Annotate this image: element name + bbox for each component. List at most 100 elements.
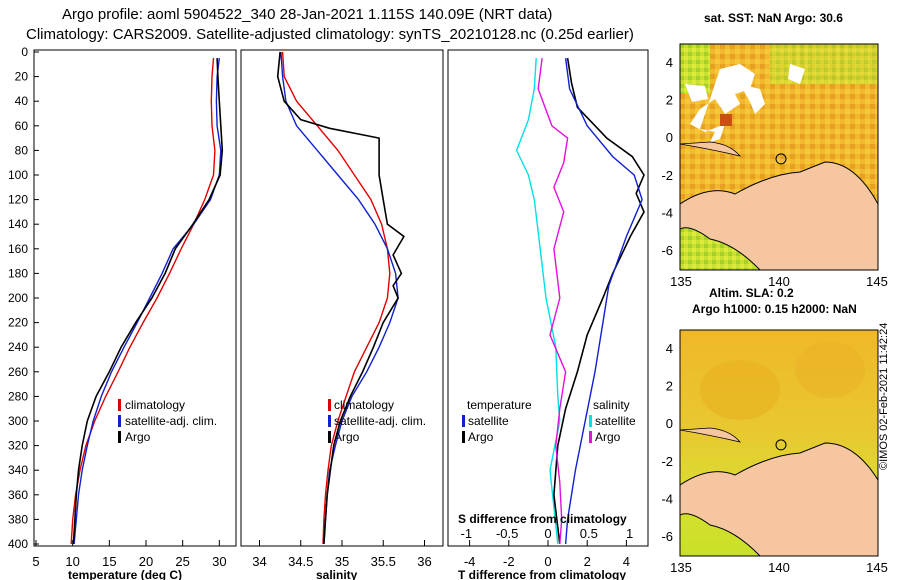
legend-swatch-satellite-adj	[328, 415, 331, 427]
temperature-x-axis-label: temperature (deg C)	[68, 568, 182, 580]
depth-tick-label: 120	[8, 193, 28, 207]
temperature-plot-frame	[33, 49, 237, 547]
sla-map-canvas	[680, 330, 878, 556]
difference-plot-frame	[447, 49, 649, 547]
depth-tick-label: 220	[8, 316, 28, 330]
difference-series	[515, 57, 645, 545]
depth-tick-label: 380	[8, 512, 28, 526]
sst-map-canvas	[680, 44, 878, 270]
legend-heading-salinity: salinity	[593, 398, 630, 412]
s-tick-label: -0.5	[496, 526, 518, 541]
x-tick-label: 5	[32, 554, 39, 569]
longitude-tick-label: 145	[866, 274, 888, 289]
legend-label-t-satellite: satellite	[468, 414, 509, 428]
longitude-tick-label: 135	[670, 274, 692, 289]
depth-tick-label: 240	[8, 340, 28, 354]
temperature-legend: climatology satellite-adj. clim. Argo	[118, 398, 217, 444]
series-line-t-satellite	[515, 58, 561, 545]
depth-tick-label: 180	[8, 266, 28, 280]
series-line-argo	[72, 58, 224, 545]
x-tick-label: 10	[65, 554, 79, 569]
depth-tick-label: 20	[15, 70, 29, 84]
latitude-tick-label: 2	[666, 379, 673, 394]
longitude-tick-label: 135	[670, 560, 692, 575]
sst-warm-cell	[720, 114, 732, 126]
legend-swatch-t-satellite	[462, 415, 465, 427]
temperature-panel: 0 20 40 60 80 100 120 140 160 180 200 220 240 260 280 3…	[8, 45, 237, 580]
latitude-tick-label: 4	[666, 55, 673, 70]
legend-label-climatology: climatology	[125, 398, 185, 412]
new-guinea-land	[680, 442, 878, 556]
depth-tick-label: 0	[21, 45, 28, 59]
legend-label-t-argo: Argo	[468, 430, 494, 444]
legend-heading-temperature: temperature	[467, 398, 532, 412]
depth-tick-label: 320	[8, 439, 28, 453]
salinity-series	[276, 51, 405, 545]
salinity-x-tick-labels: 34 34.5 35 35.5 36	[252, 540, 432, 569]
salinity-panel: 34 34.5 35 35.5 36 salinity climatology sate…	[240, 49, 444, 580]
series-line-climatology	[70, 58, 216, 545]
longitude-tick-label: 140	[768, 274, 790, 289]
t-difference-x-axis-label: T difference from climatology	[458, 568, 626, 580]
x-tick-label: 0	[544, 554, 551, 569]
x-tick-label: 36	[417, 554, 431, 569]
series-line-t-argo	[553, 57, 645, 545]
s-tick-label: 0	[544, 526, 551, 541]
sla-map-tick-labels: 135 140 145 4 2 0 -2 -4 -6	[661, 341, 887, 575]
salinity-legend: climatology satellite-adj. clim. Argo	[328, 398, 426, 444]
legend-label-s-satellite: satellite	[595, 414, 636, 428]
latitude-tick-label: -2	[661, 454, 673, 469]
legend-label-argo: Argo	[334, 430, 360, 444]
x-tick-label: 30	[212, 554, 226, 569]
island-land	[680, 141, 742, 157]
legend-swatch-climatology	[118, 399, 121, 411]
depth-tick-label: 100	[8, 168, 28, 182]
latitude-tick-label: -4	[661, 206, 673, 221]
header-title-line1: Argo profile: aoml 5904522_340 28-Jan-20…	[62, 6, 553, 23]
sst-nodata-region	[685, 84, 708, 102]
legend-label-climatology: climatology	[334, 398, 394, 412]
depth-tick-label: 160	[8, 242, 28, 256]
sst-map: sat. SST: NaN Argo: 30.6 135 140 145 4 2 0 -2 -…	[661, 11, 887, 289]
temperature-series	[70, 58, 224, 545]
sst-nodata-region	[690, 64, 755, 142]
depth-tick-labels: 0 20 40 60 80 100 120 140 160 180 200 220 240 260 280 3…	[8, 45, 39, 551]
longitude-tick-label: 140	[768, 560, 790, 575]
longitude-tick-label: 145	[866, 560, 888, 575]
sst-map-tick-labels: 135 140 145 4 2 0 -2 -4 -6	[661, 55, 887, 289]
x-tick-label: -4	[464, 554, 476, 569]
difference-legend: temperature satellite Argo salinity sate…	[462, 398, 636, 444]
s-tick-label: 0.5	[580, 526, 598, 541]
legend-swatch-argo	[118, 431, 121, 443]
salinity-plot-frame	[240, 49, 444, 547]
x-tick-label: -2	[503, 554, 515, 569]
s-difference-tick-labels: -1 -0.5 0 0.5 1	[461, 526, 634, 541]
latitude-tick-label: 0	[666, 130, 673, 145]
sla-map: Altim. SLA: 0.2 Argo h1000: 0.15 h2000: …	[661, 286, 887, 575]
depth-tick-label: 200	[8, 291, 28, 305]
depth-tick-label: 80	[15, 143, 29, 157]
sla-map-title-line1: Altim. SLA: 0.2	[709, 286, 794, 300]
depth-tick-label: 60	[15, 119, 29, 133]
argo-float-marker	[775, 153, 787, 165]
latitude-tick-label: -2	[661, 168, 673, 183]
new-guinea-land	[680, 161, 878, 270]
sst-cool-patch	[770, 44, 878, 84]
latitude-tick-label: -4	[661, 492, 673, 507]
x-tick-label: 4	[623, 554, 630, 569]
salinity-x-axis-label: salinity	[316, 568, 358, 580]
s-tick-label: 1	[626, 526, 633, 541]
legend-swatch-argo	[328, 431, 331, 443]
depth-tick-label: 340	[8, 463, 28, 477]
x-tick-label: 35	[335, 554, 349, 569]
sla-map-frame	[679, 329, 879, 557]
legend-label-s-argo: Argo	[595, 430, 621, 444]
x-tick-label: 25	[175, 554, 189, 569]
x-tick-label: 2	[584, 554, 591, 569]
legend-label-argo: Argo	[125, 430, 151, 444]
latitude-tick-label: 4	[666, 341, 673, 356]
depth-tick-label: 40	[15, 94, 29, 108]
latitude-tick-label: -6	[661, 529, 673, 544]
legend-swatch-s-argo	[589, 431, 592, 443]
